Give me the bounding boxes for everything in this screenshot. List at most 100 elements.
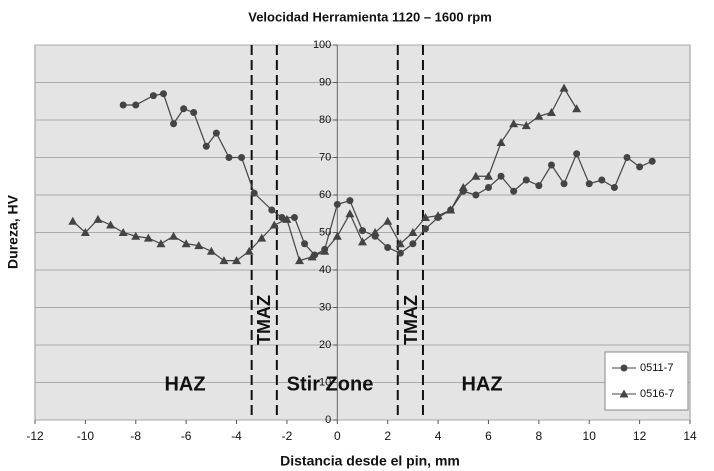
x-tick-label: 6	[485, 429, 492, 443]
point	[573, 150, 581, 158]
y-tick-label: 0	[325, 414, 331, 426]
point	[560, 180, 568, 188]
point	[496, 138, 506, 146]
point	[409, 240, 417, 248]
point	[446, 205, 456, 214]
point	[219, 256, 229, 265]
point	[159, 90, 167, 98]
point	[244, 246, 254, 255]
point	[206, 246, 216, 255]
point	[149, 92, 157, 100]
x-tick-label: 12	[633, 429, 647, 443]
x-tick-label: -8	[130, 429, 141, 443]
point	[648, 157, 656, 165]
point	[143, 233, 153, 242]
point	[534, 111, 544, 120]
point	[190, 109, 198, 116]
point	[547, 161, 555, 169]
point	[212, 129, 220, 137]
point	[118, 228, 128, 236]
point	[636, 163, 644, 171]
point	[320, 246, 330, 255]
point	[458, 183, 468, 191]
y-tick-label: 60	[319, 189, 331, 201]
point	[497, 172, 505, 180]
point	[521, 121, 531, 130]
point	[290, 214, 298, 221]
x-tick-label: -10	[77, 429, 95, 443]
zone-label: Stir Zone	[287, 373, 374, 395]
x-axis-label: Distancia desde el pin, mm	[280, 453, 460, 469]
point	[620, 364, 628, 372]
point	[238, 154, 246, 161]
point	[535, 182, 543, 190]
point	[250, 189, 258, 197]
x-tick-label: 10	[583, 429, 597, 443]
x-tick-label: -6	[181, 429, 192, 443]
point	[93, 214, 103, 223]
zone-label: HAZ	[461, 373, 502, 395]
point	[68, 216, 78, 225]
point	[295, 256, 305, 265]
x-tick-label: -2	[282, 429, 293, 443]
point	[395, 239, 405, 248]
y-tick-label: 70	[319, 151, 331, 163]
point	[169, 231, 179, 240]
y-tick-label: 20	[319, 339, 331, 351]
y-axis-label: Dureza, HV	[5, 194, 21, 269]
point	[619, 389, 629, 398]
point	[623, 154, 631, 161]
point	[307, 252, 317, 261]
point	[301, 240, 309, 248]
point	[181, 239, 191, 248]
point	[559, 83, 569, 92]
point	[471, 171, 481, 180]
point	[225, 154, 233, 161]
point	[370, 228, 380, 236]
point	[546, 108, 556, 116]
chart-title: Velocidad Herramienta 1120 – 1600 rpm	[248, 9, 492, 24]
point	[333, 200, 341, 208]
legend-label: 0516-7	[640, 388, 674, 400]
point	[131, 231, 141, 240]
point	[510, 187, 518, 195]
point	[433, 211, 443, 220]
legend-label: 0511-7	[640, 362, 673, 374]
point	[282, 214, 292, 223]
y-tick-label: 100	[313, 39, 331, 51]
y-tick-label: 80	[319, 114, 331, 126]
point	[180, 105, 188, 113]
point	[156, 239, 166, 248]
y-tick-label: 10	[319, 376, 331, 388]
point	[396, 249, 404, 257]
point	[119, 101, 127, 109]
point	[194, 241, 204, 250]
point	[232, 256, 242, 265]
x-tick-label: -12	[26, 429, 44, 443]
y-tick-label: 30	[319, 301, 331, 313]
point	[80, 228, 90, 236]
zone-label: TMAZ	[401, 295, 421, 345]
point	[269, 220, 279, 229]
point	[268, 206, 276, 214]
point	[257, 233, 267, 242]
x-tick-label: 2	[384, 429, 391, 443]
point	[509, 119, 519, 128]
point	[106, 220, 116, 229]
x-tick-label: -4	[231, 429, 242, 443]
point	[483, 171, 493, 180]
point	[572, 104, 582, 113]
point	[170, 120, 178, 128]
point	[346, 197, 354, 205]
point	[472, 191, 480, 199]
point	[202, 142, 210, 150]
point	[598, 176, 606, 184]
point	[522, 176, 530, 184]
point	[345, 209, 355, 218]
zone-label: HAZ	[164, 373, 205, 395]
point	[610, 184, 618, 191]
zone-label: TMAZ	[254, 295, 274, 345]
y-tick-label: 40	[319, 264, 331, 276]
y-tick-label: 90	[319, 76, 331, 88]
